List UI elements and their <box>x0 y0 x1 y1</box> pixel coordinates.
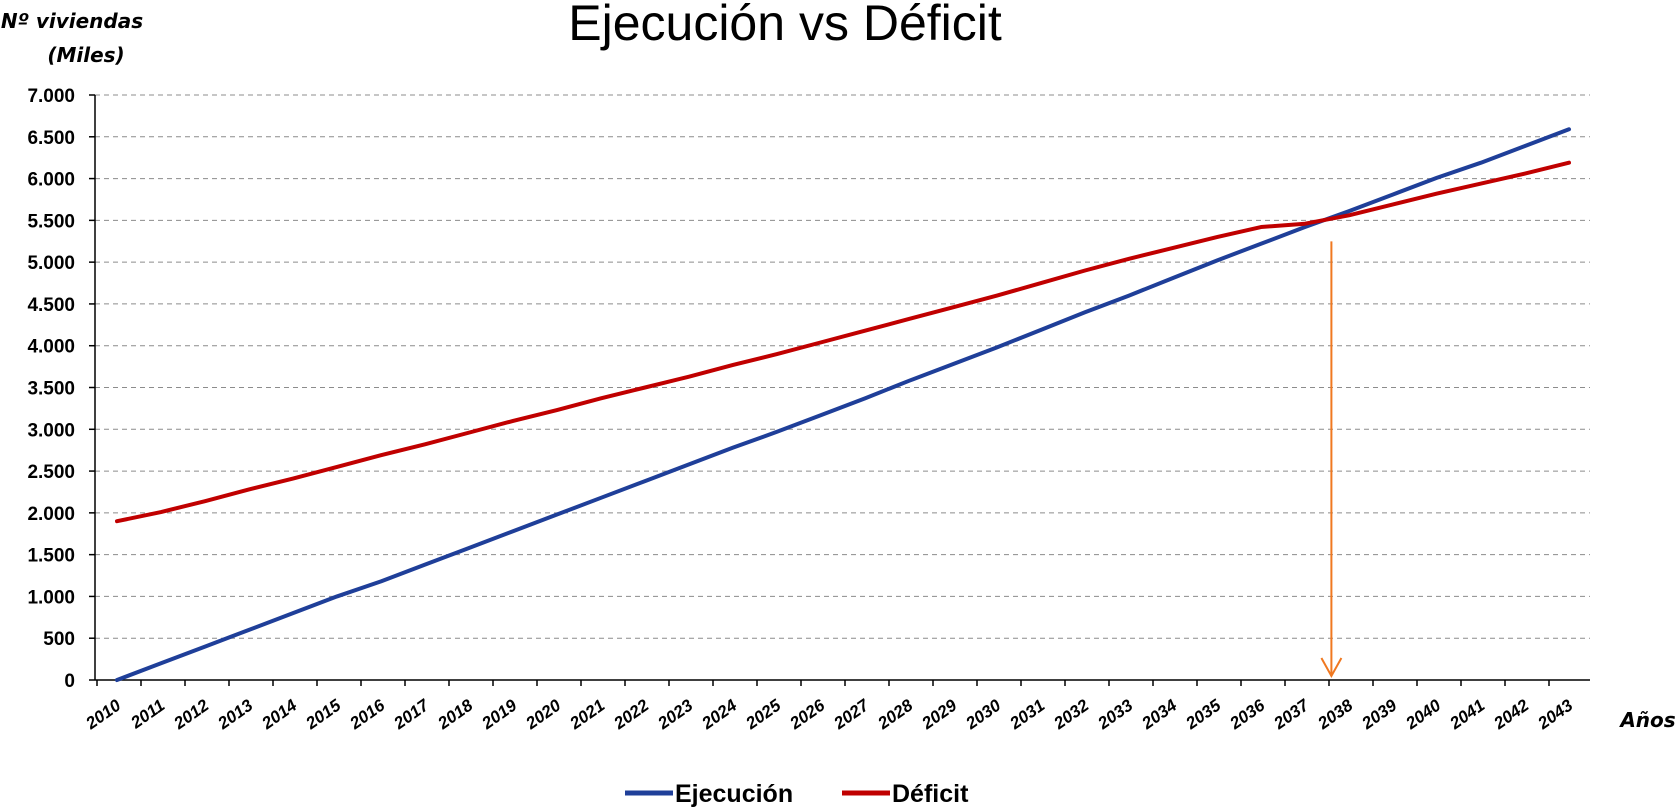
legend: Ejecución Déficit <box>625 780 969 808</box>
x-tick-label: 2041 <box>1446 696 1489 734</box>
x-tick-label: 2014 <box>258 695 301 733</box>
axis-layer <box>89 94 1590 686</box>
x-tick-label: 2023 <box>654 695 697 733</box>
x-tick-label: 2019 <box>478 695 521 733</box>
x-tick-label: 2012 <box>170 695 213 733</box>
y-tick-label: 1.500 <box>27 546 75 567</box>
x-tick-labels: 2010 2011 2012 2013 2014 2015 2016 2017 2018 2019… <box>82 695 1577 734</box>
x-tick-label: 2017 <box>390 695 434 734</box>
annotation-layer <box>1320 241 1343 679</box>
x-tick-label: 2031 <box>1006 696 1049 734</box>
x-tick-label: 2022 <box>610 695 653 733</box>
y-tick-label: 4.000 <box>27 337 75 358</box>
y-tick-labels: 0 500 1.000 1.500 2.000 2.500 3.000 3.500 4.000 4… <box>27 86 75 692</box>
y-tick-label: 500 <box>43 629 75 650</box>
y-tick-label: 6.500 <box>27 128 75 149</box>
x-tick-label: 2021 <box>566 696 609 734</box>
x-tick-label: 2034 <box>1138 695 1181 733</box>
x-tick-label: 2016 <box>346 695 389 733</box>
y-tick-label: 2.500 <box>27 462 75 483</box>
y-tick-label: 5.000 <box>27 253 75 274</box>
y-axis-label-line1: Nº viviendas <box>1 9 143 33</box>
series-line-1 <box>115 127 1571 682</box>
y-tick-label: 7.000 <box>27 86 75 107</box>
annotation-arrow-head <box>1320 657 1343 679</box>
x-tick-label: 2018 <box>434 695 477 733</box>
y-tick-label: 6.000 <box>27 170 75 191</box>
x-tick-label: 2032 <box>1050 695 1093 733</box>
chart-title: Ejecución vs Déficit <box>568 0 1002 51</box>
y-tick-label: 3.500 <box>27 379 75 400</box>
x-tick-label: 2013 <box>214 695 257 733</box>
legend-label-2: Déficit <box>892 780 969 808</box>
x-tick-label: 2043 <box>1534 695 1577 733</box>
y-tick-label: 3.000 <box>27 420 75 441</box>
y-tick-label: 2.000 <box>27 504 75 525</box>
x-tick-label: 2011 <box>127 696 169 733</box>
x-tick-label: 2039 <box>1358 695 1401 733</box>
x-tick-label: 2015 <box>302 695 345 733</box>
x-axis-label: Años <box>1618 708 1675 732</box>
y-tick-label: 0 <box>64 671 75 692</box>
x-tick-label: 2038 <box>1314 695 1357 733</box>
legend-label-1: Ejecución <box>675 780 793 808</box>
x-tick-label: 2020 <box>522 695 565 733</box>
x-tick-label: 2028 <box>874 695 917 733</box>
y-tick-label: 1.000 <box>27 587 75 608</box>
x-tick-label: 2042 <box>1490 695 1533 733</box>
x-tick-label: 2025 <box>742 695 785 733</box>
x-tick-label: 2033 <box>1094 695 1137 733</box>
x-tick-label: 2040 <box>1402 695 1445 733</box>
grid-layer <box>95 94 1590 639</box>
x-tick-label: 2037 <box>1270 695 1314 734</box>
y-tick-label: 5.500 <box>27 211 75 232</box>
x-tick-label: 2035 <box>1182 695 1225 733</box>
y-axis-label-line2: (Miles) <box>47 43 124 67</box>
x-tick-label: 2030 <box>962 695 1005 733</box>
series-line-2 <box>115 160 1571 524</box>
x-tick-label: 2010 <box>82 695 125 733</box>
x-tick-label: 2036 <box>1226 695 1269 733</box>
x-tick-label: 2024 <box>698 695 741 733</box>
y-tick-label: 4.500 <box>27 295 75 316</box>
series-layer <box>115 127 1571 682</box>
x-tick-label: 2026 <box>786 695 829 733</box>
x-tick-label: 2027 <box>830 695 874 734</box>
x-tick-label: 2029 <box>918 695 961 733</box>
